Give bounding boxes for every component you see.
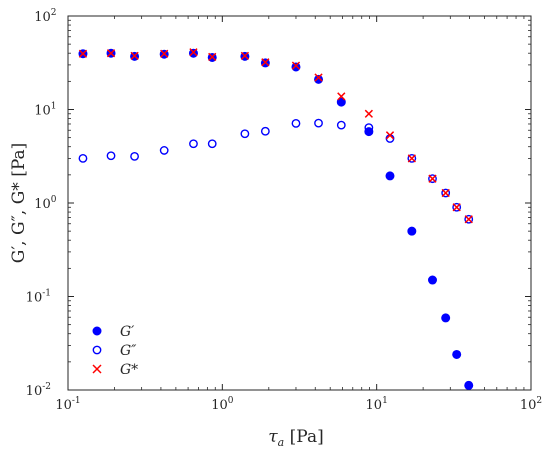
x-tick-label: 10-1: [55, 396, 80, 413]
y-tick-label: 102: [34, 8, 56, 25]
legend-marker-g-prime: [93, 327, 101, 335]
y-axis-label: G′, G″, G* [Pa]: [9, 143, 29, 264]
data-point: [465, 381, 473, 389]
data-point: [453, 350, 461, 358]
legend-label-g-double-prime: G″: [120, 343, 137, 359]
x-axis-label: τa [Pa]: [268, 427, 323, 449]
x-tick-label: 100: [211, 396, 234, 413]
y-tick-label: 100: [34, 195, 57, 212]
x-tick-label: 101: [366, 396, 388, 413]
data-point: [442, 314, 450, 322]
x-tick-label: 102: [520, 396, 542, 413]
data-point: [292, 63, 300, 71]
y-tick-label: 101: [34, 102, 56, 119]
y-tick-label: 10-2: [26, 382, 51, 399]
legend-label-g-star: G*: [120, 362, 138, 378]
data-point: [386, 172, 394, 180]
legend-label-g-prime: G′: [120, 324, 135, 340]
data-point: [428, 276, 436, 284]
y-tick-label: 10-1: [26, 289, 51, 306]
plot-area: [68, 16, 531, 390]
data-point: [408, 227, 416, 235]
